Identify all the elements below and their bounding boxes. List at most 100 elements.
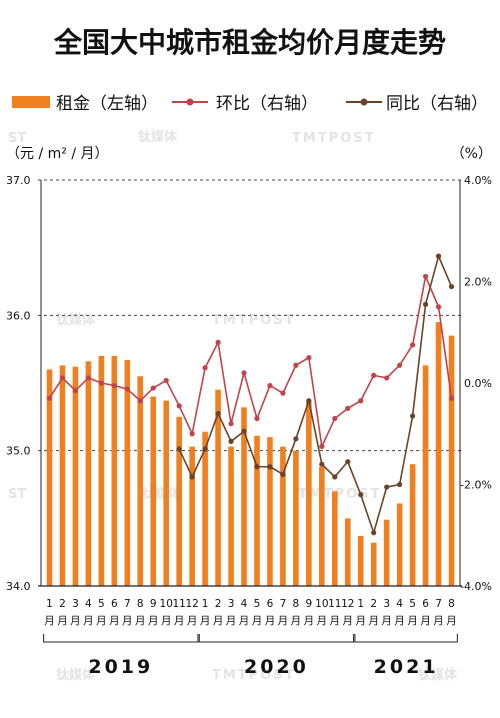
month-suffix: 月	[83, 615, 94, 627]
rent-bar	[409, 464, 416, 586]
yoy-point	[241, 428, 247, 434]
right-tick-label: 2.0%	[464, 276, 492, 289]
month-suffix: 月	[381, 615, 392, 627]
legend-swatch-rent	[12, 96, 50, 108]
left-tick-label: 34.0	[6, 580, 31, 593]
month-label: 10	[315, 598, 328, 610]
year-labels: 2019 2020 2021	[43, 634, 458, 678]
month-suffix: 月	[291, 615, 302, 627]
mom-point	[111, 382, 117, 389]
month-label: 5	[409, 598, 416, 610]
watermark-text: TMTPOST	[292, 131, 375, 146]
month-suffix: 月	[446, 615, 457, 627]
legend-item-yoy: 同比（右轴）	[346, 94, 488, 114]
month-suffix: 月	[420, 615, 431, 627]
legend-label-mom: 环比（右轴）	[216, 94, 318, 114]
right-axis-ticks: -4.0% -2.0% 0.0% 2.0% 4.0%	[460, 174, 492, 593]
yoy-point	[345, 459, 351, 465]
mom-point	[176, 403, 182, 409]
watermark-text: 钛媒体	[55, 312, 96, 328]
yoy-series	[176, 253, 455, 536]
watermark-text: 钛媒体	[137, 129, 178, 145]
yoy-point	[267, 464, 273, 470]
month-label: 10	[160, 598, 173, 610]
yoy-point	[189, 474, 195, 480]
rent-bar	[202, 431, 208, 586]
mom-point	[422, 273, 429, 280]
month-label: 4	[396, 598, 403, 610]
gridlines	[38, 179, 462, 452]
month-suffix: 月	[161, 615, 172, 627]
month-suffix: 月	[70, 615, 81, 627]
month-label: 2	[215, 598, 222, 610]
rent-bar	[448, 335, 455, 586]
month-label: 12	[185, 598, 198, 610]
month-suffix: 月	[317, 615, 328, 627]
mom-point	[319, 443, 325, 450]
rent-bar	[163, 400, 170, 586]
rent-bar	[422, 365, 429, 586]
yoy-point	[254, 464, 260, 470]
month-label: 12	[341, 598, 354, 610]
year-label: 2021	[374, 656, 439, 678]
month-suffix: 月	[96, 615, 107, 627]
month-suffix: 月	[44, 615, 55, 627]
month-suffix: 月	[407, 615, 418, 627]
month-label: 6	[111, 598, 118, 610]
watermark-text: 钛媒体	[141, 486, 182, 502]
year-bracket	[43, 634, 199, 643]
month-label: 5	[98, 598, 105, 610]
rent-bars	[46, 322, 455, 586]
month-label: 7	[124, 598, 131, 610]
year-label: 2019	[88, 656, 153, 678]
yoy-point	[215, 410, 221, 417]
month-suffix: 月	[278, 615, 289, 627]
month-suffix: 月	[355, 615, 366, 627]
right-tick-label: 0.0%	[464, 377, 492, 390]
mom-point	[124, 386, 130, 392]
mom-point	[293, 362, 299, 368]
rent-bar	[150, 396, 157, 586]
mom-point	[189, 431, 195, 437]
month-label: 8	[137, 598, 144, 610]
legend-item-rent: 租金（左轴）	[12, 94, 158, 114]
rent-bar	[254, 435, 260, 586]
yoy-point	[397, 481, 403, 488]
month-suffix: 月	[174, 615, 185, 627]
month-suffix: 月	[57, 615, 68, 627]
mom-point	[72, 388, 79, 394]
yoy-point	[306, 398, 312, 404]
month-suffix: 月	[122, 615, 133, 627]
month-label: 4	[85, 598, 92, 610]
rent-bar	[59, 365, 66, 586]
month-label: 3	[383, 598, 390, 610]
mom-point	[202, 365, 208, 371]
yoy-point	[319, 461, 325, 467]
mom-point	[215, 339, 221, 345]
month-suffix: 月	[148, 615, 159, 627]
rent-bar	[241, 407, 247, 586]
mom-point	[228, 421, 234, 427]
month-label: 7	[280, 598, 287, 610]
month-suffix: 月	[265, 615, 276, 627]
mom-point	[137, 398, 143, 404]
yoy-point	[280, 471, 286, 477]
legend-label-yoy: 同比（右轴）	[386, 94, 488, 114]
left-axis-unit: （元 / m² / 月）	[6, 146, 108, 162]
watermark-text: ST	[8, 487, 26, 502]
rent-bar	[111, 355, 118, 586]
mom-point	[267, 382, 273, 389]
month-suffix: 月	[343, 615, 354, 627]
yoy-point	[176, 446, 182, 452]
rent-bar	[137, 376, 144, 586]
mom-point	[306, 355, 312, 361]
watermark-text: TMTPOST	[212, 313, 295, 328]
month-suffix: 月	[200, 615, 211, 627]
mom-point	[46, 395, 53, 401]
mom-point	[254, 415, 260, 422]
axes	[38, 180, 462, 587]
yoy-line	[178, 255, 453, 534]
month-label: 8	[293, 598, 300, 610]
